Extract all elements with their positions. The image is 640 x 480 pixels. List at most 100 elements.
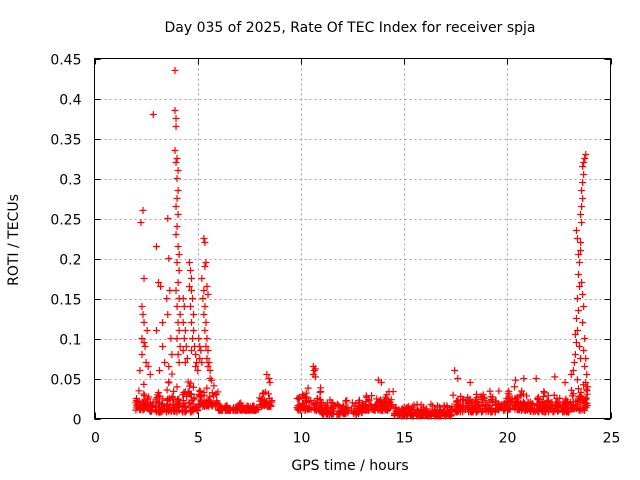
data-point bbox=[461, 405, 469, 413]
data-point bbox=[203, 355, 211, 362]
data-point bbox=[161, 359, 169, 366]
data-point bbox=[574, 385, 582, 393]
x-tick-label: 20 bbox=[499, 431, 517, 447]
data-point bbox=[146, 371, 154, 378]
data-point bbox=[375, 397, 383, 405]
data-point bbox=[362, 401, 370, 409]
data-point bbox=[567, 386, 575, 394]
data-point bbox=[576, 283, 584, 290]
data-point bbox=[440, 402, 448, 410]
data-point bbox=[540, 389, 548, 397]
data-point bbox=[175, 327, 183, 334]
data-point bbox=[494, 405, 502, 413]
data-point bbox=[171, 406, 179, 414]
data-point bbox=[303, 393, 311, 401]
data-point bbox=[210, 392, 218, 400]
data-point bbox=[547, 404, 555, 412]
data-point bbox=[153, 397, 161, 405]
data-point bbox=[578, 279, 586, 286]
data-point bbox=[433, 402, 441, 410]
data-point bbox=[581, 335, 589, 342]
data-point bbox=[580, 347, 588, 354]
data-point bbox=[173, 259, 181, 266]
data-point bbox=[311, 373, 319, 381]
data-point bbox=[479, 399, 487, 407]
data-point bbox=[174, 211, 182, 218]
data-point bbox=[210, 382, 218, 390]
data-point bbox=[213, 398, 221, 406]
data-point bbox=[335, 401, 343, 409]
data-point bbox=[550, 391, 558, 399]
y-tick-label: 0.1 bbox=[59, 333, 81, 349]
data-point bbox=[423, 411, 431, 419]
data-point bbox=[577, 388, 585, 396]
data-point bbox=[348, 399, 356, 407]
data-point bbox=[182, 343, 190, 350]
x-tick-label: 15 bbox=[396, 431, 414, 447]
y-tick-label: 0.35 bbox=[50, 133, 81, 149]
data-point bbox=[506, 404, 514, 412]
data-point bbox=[206, 400, 214, 408]
data-point bbox=[214, 388, 222, 396]
data-point bbox=[189, 295, 197, 302]
data-point bbox=[382, 393, 390, 401]
data-point bbox=[138, 335, 146, 342]
data-point bbox=[165, 407, 173, 415]
data-point bbox=[471, 399, 479, 407]
data-point bbox=[173, 155, 181, 162]
data-point bbox=[572, 315, 580, 322]
y-tick-label: 0.2 bbox=[59, 253, 81, 269]
data-point bbox=[570, 359, 578, 366]
data-point bbox=[186, 382, 194, 390]
data-point bbox=[580, 171, 588, 178]
data-point bbox=[400, 403, 408, 411]
x-tick-label: 10 bbox=[293, 431, 311, 447]
data-point bbox=[223, 406, 231, 414]
data-point bbox=[139, 207, 147, 214]
data-point bbox=[137, 401, 145, 409]
data-point bbox=[578, 187, 586, 194]
data-point bbox=[566, 401, 574, 409]
data-point bbox=[156, 367, 164, 374]
data-point bbox=[423, 405, 431, 413]
x-tick-label: 0 bbox=[91, 431, 100, 447]
data-point bbox=[172, 115, 180, 122]
data-point bbox=[176, 343, 184, 350]
data-point bbox=[391, 411, 399, 419]
data-point bbox=[381, 403, 389, 411]
data-point bbox=[579, 406, 587, 414]
data-point bbox=[512, 395, 520, 403]
data-point bbox=[179, 391, 187, 399]
data-point bbox=[539, 393, 547, 401]
data-point bbox=[329, 399, 337, 407]
data-point bbox=[202, 319, 210, 326]
data-point bbox=[163, 386, 171, 394]
data-point bbox=[142, 359, 150, 366]
data-point bbox=[414, 407, 422, 415]
data-point bbox=[135, 387, 143, 395]
y-tick-label: 0 bbox=[73, 413, 82, 429]
data-point bbox=[188, 319, 196, 326]
data-point bbox=[486, 387, 494, 395]
data-point bbox=[171, 147, 179, 154]
data-point bbox=[186, 303, 194, 310]
data-point bbox=[201, 303, 209, 310]
data-point bbox=[198, 275, 206, 282]
y-tick-label: 0.3 bbox=[59, 173, 81, 189]
data-point bbox=[203, 335, 211, 342]
data-point bbox=[175, 267, 183, 274]
data-point bbox=[132, 397, 140, 405]
data-point bbox=[173, 398, 181, 406]
data-point bbox=[203, 384, 211, 392]
data-point bbox=[501, 402, 509, 410]
data-point bbox=[165, 255, 173, 262]
data-point bbox=[367, 405, 375, 413]
data-point bbox=[140, 390, 148, 398]
data-point bbox=[147, 407, 155, 415]
data-point bbox=[580, 303, 588, 310]
data-point bbox=[179, 397, 187, 405]
data-point bbox=[172, 287, 180, 294]
data-point bbox=[165, 394, 173, 402]
data-point bbox=[163, 402, 171, 410]
data-point bbox=[582, 379, 590, 386]
